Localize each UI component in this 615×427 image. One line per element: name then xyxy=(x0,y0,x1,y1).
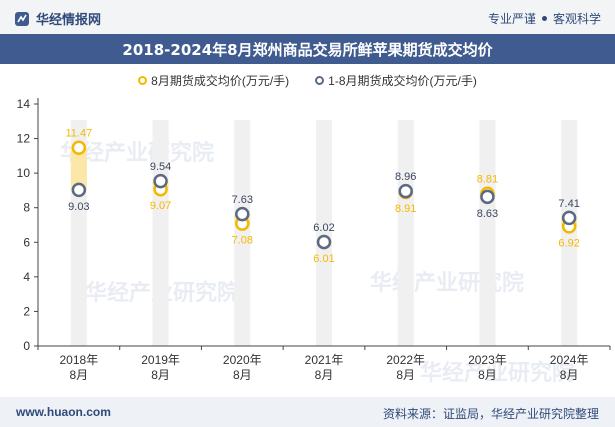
legend-marker-series2-icon xyxy=(315,76,325,85)
footer: www.huaon.com 资料来源：证监局，华经产业研究院整理 xyxy=(0,397,615,427)
x-tick-label: 2018年 8月 xyxy=(60,353,99,382)
x-tick-label: 2024年 8月 xyxy=(550,353,589,382)
series2-data-label: 9.54 xyxy=(150,161,171,173)
series2-point xyxy=(561,210,577,226)
series2-point xyxy=(235,206,250,222)
y-tick-label: 12 xyxy=(17,132,31,146)
y-tick-label: 10 xyxy=(17,166,31,180)
series2-data-label: 7.63 xyxy=(232,194,253,206)
watermark-text: 华经产业研究院 xyxy=(370,270,524,296)
top-bar: 华经情报网 专业严谨 客观科学 xyxy=(0,0,615,34)
footer-url[interactable]: www.huaon.com xyxy=(16,405,111,419)
series2-data-label: 6.02 xyxy=(313,222,334,234)
series1-data-label: 6.01 xyxy=(313,253,334,265)
brand[interactable]: 华经情报网 xyxy=(14,9,101,28)
chart-plot: 华经产业研究院华经产业研究院华经产业研究院华经产业研究院024681012142… xyxy=(17,97,611,386)
legend-item-series1[interactable]: 8月期货成交均价(万元/手) xyxy=(138,72,289,89)
series2-data-label: 9.03 xyxy=(68,201,89,213)
series2-data-label: 8.63 xyxy=(477,208,498,220)
x-tick-label: 2020年 8月 xyxy=(223,353,262,382)
legend-marker-series1-icon xyxy=(138,76,148,85)
slogan-dot-icon xyxy=(541,16,547,21)
series1-data-label: 9.07 xyxy=(150,200,171,212)
series2-data-label: 8.96 xyxy=(395,171,416,183)
series2-point xyxy=(316,234,332,250)
legend-label-series1: 8月期货成交均价(万元/手) xyxy=(151,74,290,88)
x-tick-label: 2021年 8月 xyxy=(305,353,344,382)
series1-data-label: 7.08 xyxy=(232,235,253,247)
series1-data-label: 8.91 xyxy=(395,203,416,215)
x-tick-label: 2023年 8月 xyxy=(468,353,507,382)
category-band xyxy=(234,120,251,346)
x-tick-label: 2019年 8月 xyxy=(141,353,180,382)
watermark-text: 华经产业研究院 xyxy=(420,360,574,386)
series1-data-label: 11.47 xyxy=(65,128,92,140)
y-tick-label: 0 xyxy=(23,339,30,353)
brand-name: 华经情报网 xyxy=(36,12,102,27)
title-bar: 2018-2024年8月郑州商品交易所鲜苹果期货成交均价 xyxy=(0,34,615,64)
legend-item-series2[interactable]: 1-8月期货成交均价(万元/手) xyxy=(315,72,477,89)
series2-data-label: 7.41 xyxy=(558,198,579,210)
value-range-band xyxy=(70,147,87,190)
series1-data-label: 8.81 xyxy=(477,174,498,186)
chart-title: 2018-2024年8月郑州商品交易所鲜苹果期货成交均价 xyxy=(122,40,493,59)
category-band xyxy=(479,120,496,346)
slogan: 专业严谨 客观科学 xyxy=(488,10,601,27)
y-tick-label: 6 xyxy=(23,235,30,249)
series2-point xyxy=(398,183,413,199)
y-tick-label: 8 xyxy=(23,201,30,215)
x-tick-label: 2022年 8月 xyxy=(386,353,425,382)
series1-data-label: 6.92 xyxy=(558,237,579,249)
category-band xyxy=(397,120,414,346)
slogan-left: 专业严谨 xyxy=(487,12,536,26)
series1-point xyxy=(71,140,87,155)
legend-label-series2: 1-8月期货成交均价(万元/手) xyxy=(328,74,477,88)
brand-logo-icon xyxy=(15,11,29,26)
category-band xyxy=(316,120,332,346)
legend: 8月期货成交均价(万元/手) 1-8月期货成交均价(万元/手) xyxy=(0,72,615,89)
slogan-right: 客观科学 xyxy=(552,12,601,26)
series2-point xyxy=(71,182,87,198)
y-tick-label: 4 xyxy=(23,270,30,284)
category-band xyxy=(152,120,169,346)
series2-point xyxy=(153,173,168,189)
footer-source: 资料来源：证监局，华经产业研究院整理 xyxy=(382,407,599,421)
y-tick-label: 2 xyxy=(23,304,30,318)
y-tick-label: 14 xyxy=(17,97,31,111)
series2-point xyxy=(480,189,495,205)
